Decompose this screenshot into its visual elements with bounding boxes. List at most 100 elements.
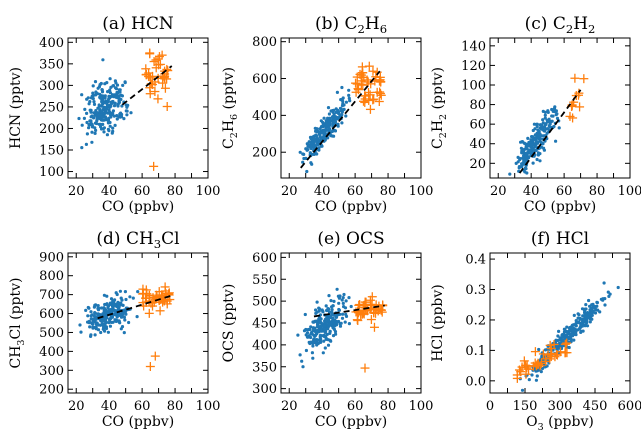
data-point <box>315 343 319 347</box>
data-point <box>543 113 547 117</box>
data-point <box>342 292 346 297</box>
data-point <box>338 294 342 298</box>
data-point <box>527 140 531 145</box>
cross-point <box>530 347 540 357</box>
cross-point <box>155 306 165 316</box>
x-tick-label: 80 <box>380 184 397 199</box>
data-point <box>123 318 127 322</box>
cross-point <box>162 64 172 74</box>
cross-point <box>151 63 161 73</box>
data-point <box>332 299 336 303</box>
data-point <box>582 318 586 322</box>
data-point <box>572 313 576 317</box>
data-point <box>111 111 115 115</box>
data-point <box>104 108 108 112</box>
data-point <box>525 158 529 162</box>
cross-point <box>145 48 155 58</box>
data-point <box>536 151 541 155</box>
markers <box>296 287 388 373</box>
data-point <box>85 111 89 115</box>
data-point <box>520 149 524 153</box>
data-point <box>535 374 539 378</box>
cross-point <box>368 95 378 105</box>
data-point <box>311 320 315 324</box>
data-point <box>89 314 93 318</box>
x-tick-label: 40 <box>314 399 331 414</box>
data-point <box>311 356 315 360</box>
axes-frame <box>67 37 209 179</box>
data-point <box>89 317 93 321</box>
x-tick-label: 20 <box>68 184 85 199</box>
cross-point <box>153 94 163 104</box>
data-point <box>546 119 550 123</box>
data-point <box>96 328 101 332</box>
cross-point <box>575 102 585 112</box>
data-point <box>93 325 97 329</box>
data-point <box>311 344 315 348</box>
data-point <box>120 298 124 302</box>
data-point <box>118 112 122 116</box>
data-point <box>333 330 338 334</box>
y-tick-label: 600 <box>252 72 277 87</box>
data-point <box>99 306 104 310</box>
data-point <box>340 121 344 125</box>
x-tick-label: 80 <box>380 399 397 414</box>
cross-point <box>369 94 379 104</box>
data-point <box>333 324 337 328</box>
data-point <box>343 320 347 324</box>
data-point <box>305 142 309 146</box>
data-point <box>520 388 525 392</box>
cross-point <box>364 61 374 71</box>
data-point <box>88 119 92 123</box>
data-point <box>95 322 99 326</box>
data-point <box>88 108 92 112</box>
data-point <box>534 142 538 147</box>
data-point <box>330 324 334 328</box>
data-point <box>573 332 577 336</box>
panel-title: (e) OCS <box>317 229 384 249</box>
data-point <box>124 297 128 302</box>
data-point <box>303 312 307 317</box>
y-axis-label: HCl (ppbv) <box>430 284 446 362</box>
data-point <box>330 134 334 138</box>
data-point <box>109 320 114 324</box>
cross-point <box>351 87 361 97</box>
cross-point <box>158 291 168 301</box>
data-point <box>531 135 535 139</box>
x-tick-label: 20 <box>68 399 85 414</box>
data-point <box>543 110 548 114</box>
data-point <box>340 109 344 113</box>
data-point <box>302 156 306 161</box>
data-point <box>583 308 587 312</box>
y-tick-label: 120 <box>461 59 486 74</box>
data-point <box>603 303 607 307</box>
cross-point <box>368 66 378 76</box>
y-tick-label: 0.4 <box>465 253 486 268</box>
cross-point <box>516 367 526 377</box>
data-point <box>94 90 98 94</box>
data-point <box>565 325 569 329</box>
data-point <box>344 314 349 318</box>
cross-point <box>138 288 148 298</box>
data-point <box>595 304 599 308</box>
x-tick-label: 40 <box>523 184 540 199</box>
data-point <box>536 153 541 157</box>
data-point <box>136 290 140 294</box>
data-point <box>93 126 97 130</box>
data-point <box>322 329 326 333</box>
data-point <box>524 153 529 157</box>
data-point <box>98 122 102 126</box>
data-point <box>309 325 313 329</box>
data-point <box>322 131 326 135</box>
data-point <box>300 359 304 363</box>
data-point <box>533 148 537 152</box>
x-tick-label: 40 <box>101 399 118 414</box>
data-point <box>90 125 94 129</box>
data-point <box>301 152 305 156</box>
data-point <box>531 161 535 165</box>
data-point <box>340 298 344 302</box>
cross-point <box>357 62 367 72</box>
data-point <box>347 93 351 97</box>
cross-point <box>574 88 584 98</box>
cross-point <box>366 79 376 89</box>
